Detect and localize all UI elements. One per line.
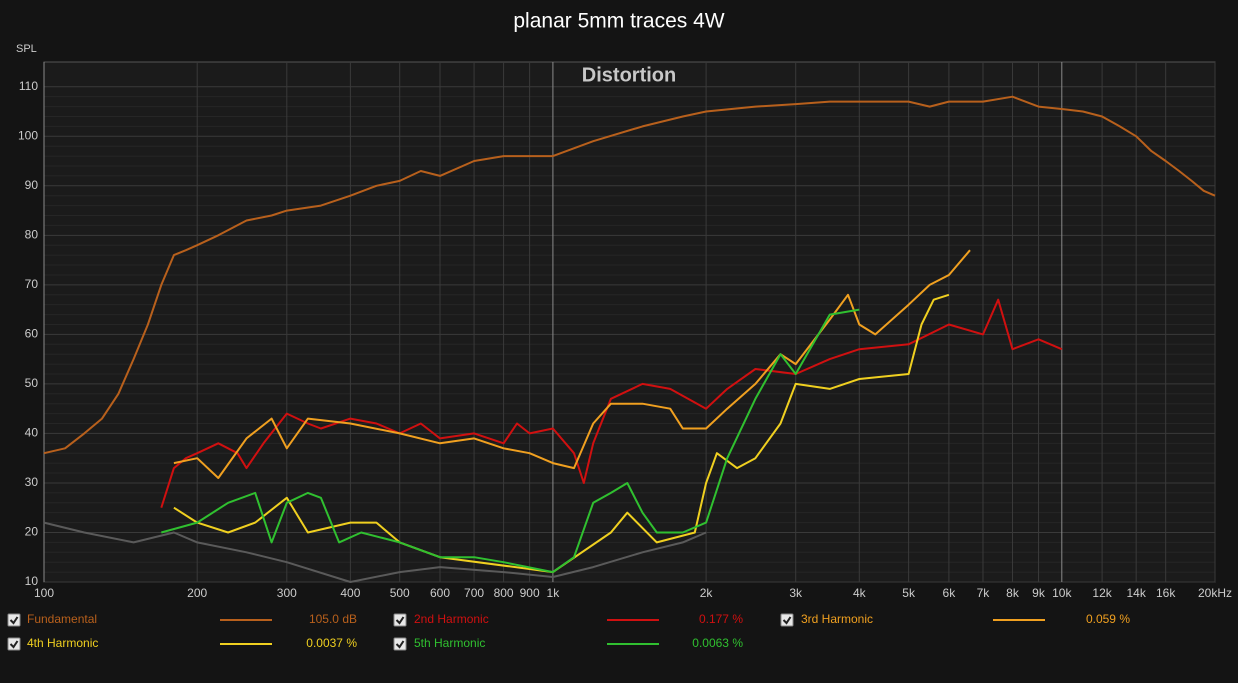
x-tick-label: 500 — [390, 586, 410, 600]
x-tick-label: 9k — [1032, 586, 1046, 600]
legend-item[interactable]: 5th Harmonic 0.0063 % — [393, 636, 743, 651]
legend-label: 5th Harmonic — [414, 636, 485, 650]
x-tick-label: 4k — [853, 586, 867, 600]
legend-checkbox[interactable] — [780, 613, 794, 627]
legend-checkbox[interactable] — [7, 637, 21, 651]
legend-checkmark — [9, 616, 19, 625]
x-tick-label: 8k — [1006, 586, 1020, 600]
x-tick-label: 700 — [464, 586, 484, 600]
plot-area — [43, 61, 1216, 583]
legend-checkmark — [395, 616, 405, 625]
x-tick-label: 2k — [700, 586, 714, 600]
x-tick-label: 800 — [494, 586, 514, 600]
series-line — [173, 293, 950, 574]
legend-item[interactable]: 3rd Harmonic 0.059 % — [780, 612, 1130, 627]
legend: Fundamental 105.0 dB 2nd Harmonic 0.177 % 3r… — [7, 612, 1130, 651]
legend-value: 0.177 % — [699, 612, 743, 626]
y-tick-label: 50 — [25, 376, 39, 390]
x-tick-label: 100 — [34, 586, 54, 600]
y-tick-label: 90 — [25, 178, 39, 192]
y-tick-label: 70 — [25, 277, 39, 291]
legend-label: 2nd Harmonic — [414, 612, 489, 626]
legend-checkbox[interactable] — [393, 637, 407, 651]
annotation: Distortion — [582, 64, 676, 86]
x-tick-label: 400 — [340, 586, 360, 600]
y-tick-label: 10 — [25, 574, 39, 588]
x-tick-label: 5k — [902, 586, 916, 600]
y-tick-label: 80 — [25, 228, 39, 242]
legend-item[interactable]: 2nd Harmonic 0.177 % — [393, 612, 743, 627]
y-tick-label: 30 — [25, 475, 39, 489]
x-tick-label: 200 — [187, 586, 207, 600]
x-tick-label: 3k — [789, 586, 803, 600]
series-line — [161, 308, 860, 574]
legend-value: 0.0037 % — [306, 636, 357, 650]
legend-checkbox[interactable] — [7, 613, 21, 627]
y-tick-label: 20 — [25, 525, 39, 539]
legend-value: 0.059 % — [1086, 612, 1130, 626]
x-tick-label: 300 — [277, 586, 297, 600]
x-tick-label: 20kHz — [1198, 586, 1232, 600]
y-tick-label: 110 — [19, 79, 38, 93]
x-tick-label: 16k — [1156, 586, 1176, 600]
y-tick-label: 100 — [18, 128, 38, 142]
legend-value: 105.0 dB — [309, 612, 357, 626]
legend-item[interactable]: Fundamental 105.0 dB — [7, 612, 357, 627]
x-tick-label: 900 — [520, 586, 540, 600]
x-tick-label: 1k — [547, 586, 561, 600]
series-line — [43, 521, 707, 583]
legend-checkmark — [9, 640, 19, 649]
x-tick-label: 600 — [430, 586, 450, 600]
legend-label: Fundamental — [27, 612, 97, 626]
x-tick-label: 6k — [943, 586, 957, 600]
legend-label: 4th Harmonic — [27, 636, 98, 650]
series-line — [43, 95, 1216, 455]
y-tick-label: 60 — [25, 327, 39, 341]
y-axis-label: SPL — [16, 43, 37, 55]
legend-item[interactable]: 4th Harmonic 0.0037 % — [7, 636, 357, 651]
legend-label: 3rd Harmonic — [801, 612, 873, 626]
series-line — [160, 298, 1063, 509]
chart-title: planar 5mm traces 4W — [513, 10, 724, 33]
lines — [43, 95, 1216, 583]
legend-checkbox[interactable] — [393, 613, 407, 627]
legend-checkmark — [782, 616, 792, 625]
legend-checkmark — [395, 640, 405, 649]
y-tick-label: 40 — [25, 426, 39, 440]
x-tick-label: 10k — [1052, 586, 1072, 600]
x-tick-label: 7k — [977, 586, 991, 600]
x-tick-label: 12k — [1092, 586, 1112, 600]
legend-value: 0.0063 % — [692, 636, 743, 650]
grid: 10 20 30 40 50 60 70 80 90 100 110 100 200 300 400 500 6… — [18, 62, 1232, 600]
x-tick-label: 14k — [1126, 586, 1146, 600]
series-line — [173, 249, 971, 479]
